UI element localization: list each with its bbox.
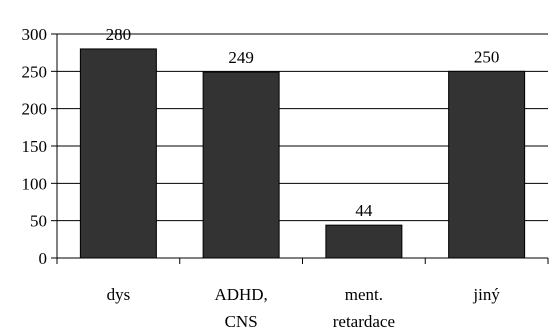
y-tick-label: 0 xyxy=(39,249,48,268)
y-tick-label: 50 xyxy=(30,212,47,231)
y-tick-label: 200 xyxy=(22,100,48,119)
x-tick-label: CNS xyxy=(225,312,258,331)
data-label: 44 xyxy=(355,201,373,220)
x-tick-label: retardace xyxy=(333,312,395,331)
data-label: 249 xyxy=(228,48,254,67)
y-tick-label: 250 xyxy=(22,62,48,81)
x-tick-label: jiný xyxy=(472,285,500,304)
bar xyxy=(448,70,526,259)
bars xyxy=(79,48,526,259)
bar xyxy=(325,224,403,259)
y-tick-label: 150 xyxy=(22,137,48,156)
y-tick-label: 300 xyxy=(22,25,48,44)
x-tick-label: ADHD, xyxy=(214,285,267,304)
labels: 0 50 100 150 200 250 300 280 dys 249 ADHD, CNS 44 men… xyxy=(22,25,501,331)
bar xyxy=(202,71,280,259)
data-label: 280 xyxy=(106,25,132,44)
y-tick-label: 100 xyxy=(22,174,48,193)
x-tick-label: ment. xyxy=(345,285,383,304)
axes xyxy=(51,33,549,264)
data-label: 250 xyxy=(474,47,500,66)
bar xyxy=(79,48,157,259)
x-tick-label: dys xyxy=(107,285,131,304)
